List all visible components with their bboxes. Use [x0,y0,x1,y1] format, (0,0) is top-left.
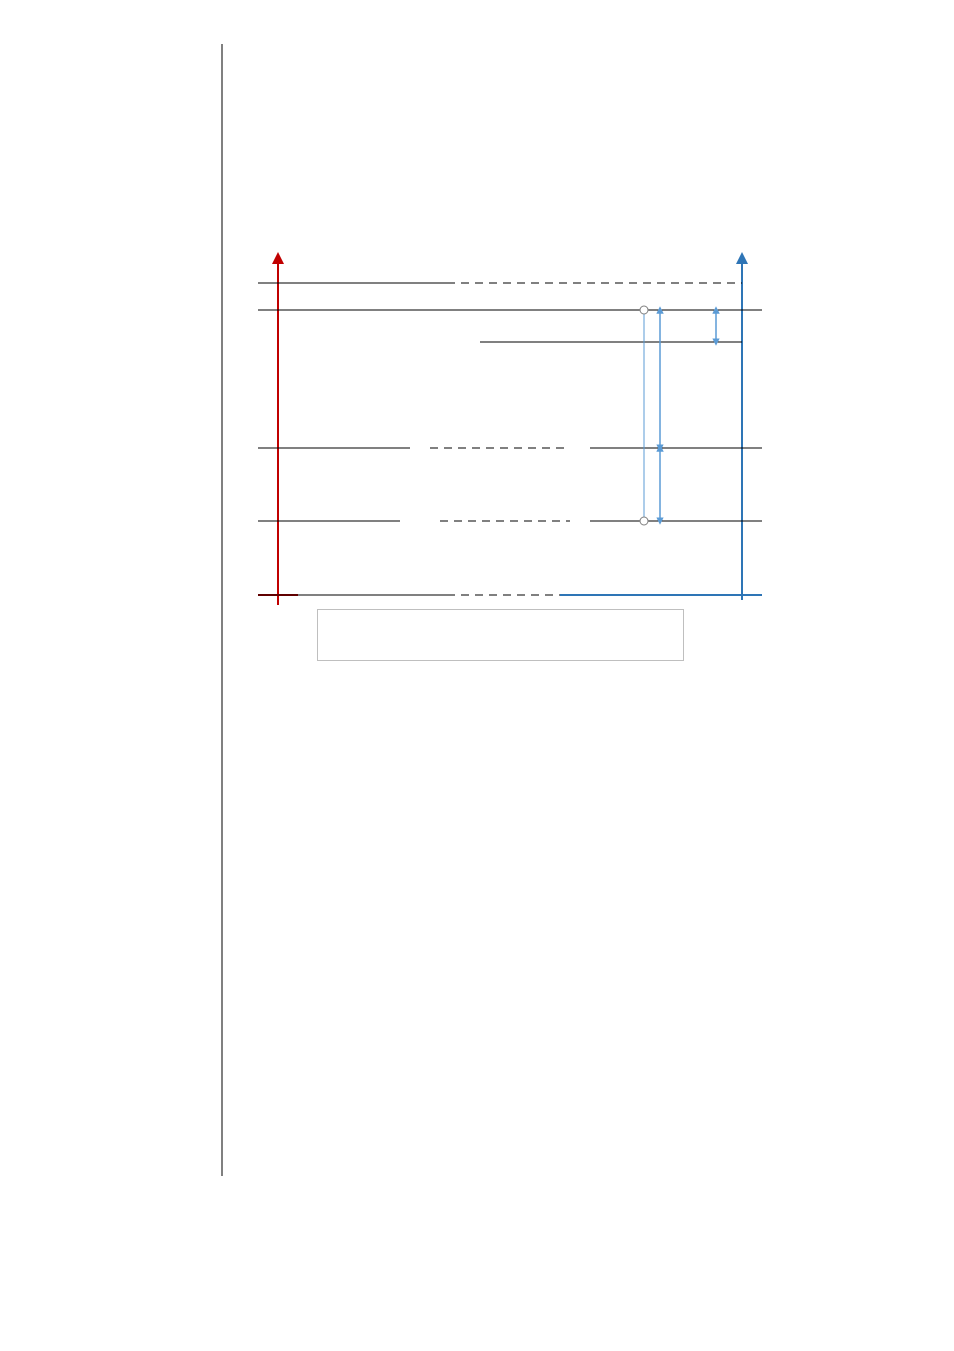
diagram-svg [0,0,954,1351]
open-circle-bottom [640,517,648,525]
diagram-page [0,0,954,1351]
legend-box [317,609,684,661]
open-circle-top [640,306,648,314]
